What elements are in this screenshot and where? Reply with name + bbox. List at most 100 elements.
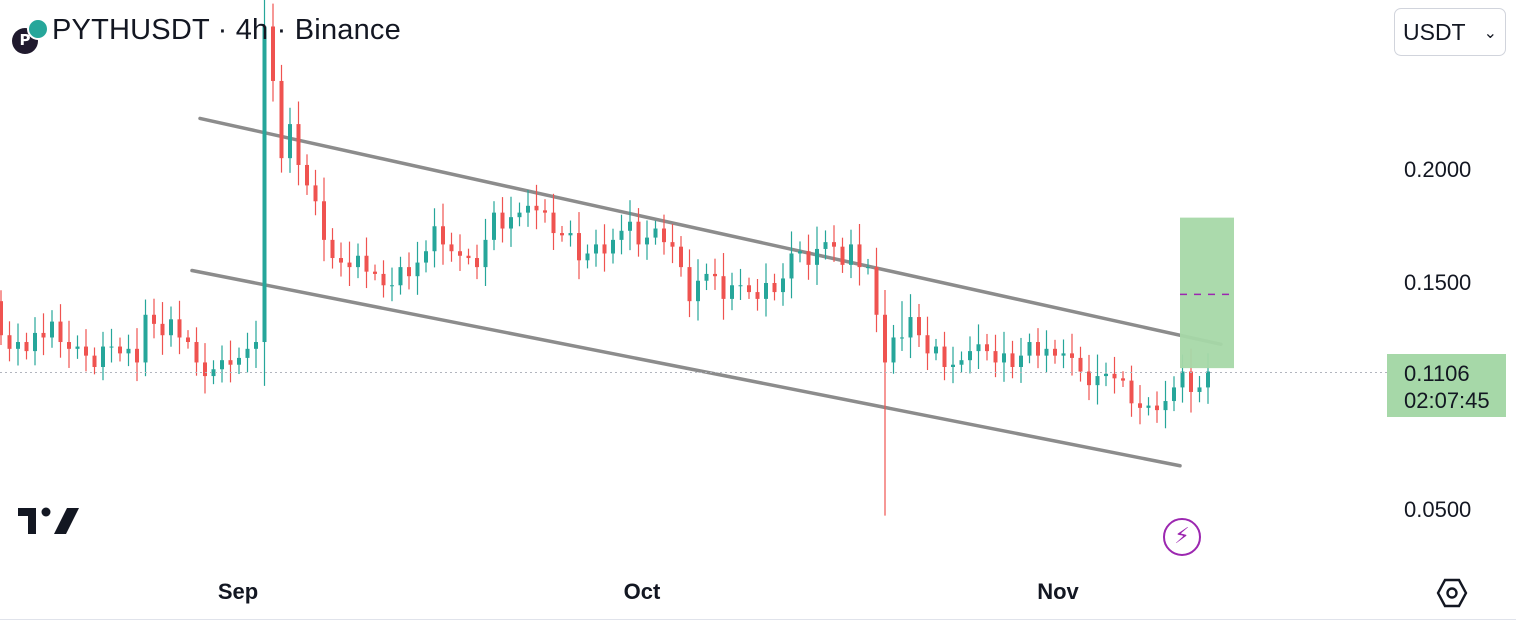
candle-body [186, 337, 190, 343]
candle-body [602, 244, 607, 254]
candle-body [1070, 353, 1074, 358]
candle-body [1044, 348, 1049, 356]
candle-body [900, 337, 904, 339]
candle-body [126, 348, 131, 354]
last-price-label: 0.1106 02:07:45 [1387, 354, 1506, 417]
candle-body [883, 314, 887, 363]
price-axis[interactable]: 0.2000 0.1500 0.0500 [1404, 157, 1471, 522]
candle-body [466, 255, 471, 259]
candle-body [1172, 387, 1176, 402]
candle-body [534, 205, 539, 211]
candle-body [891, 337, 896, 363]
candle-body [738, 285, 743, 287]
candle-body [381, 273, 386, 286]
candle-body [390, 285, 394, 287]
candle-body [1206, 371, 1210, 388]
candle-body [832, 242, 836, 247]
candle-body [1027, 342, 1032, 356]
candle-body [1180, 371, 1185, 388]
candle-body [296, 124, 301, 165]
candle-body [866, 267, 870, 269]
candle-body [160, 323, 165, 336]
channel-upper-line [198, 116, 1223, 347]
candle-body [41, 332, 46, 338]
candle-body [432, 226, 437, 252]
candle-body [92, 355, 97, 367]
settings-gear-icon[interactable] [1436, 577, 1468, 609]
candle-body [840, 246, 845, 265]
currency-select[interactable]: USDT ⌄ [1394, 8, 1506, 56]
candle-body [568, 233, 573, 236]
time-axis[interactable]: Sep Oct Nov [218, 579, 1080, 604]
price-tick: 0.1500 [1404, 270, 1471, 295]
candle-body [237, 357, 241, 365]
candle-body [874, 267, 879, 315]
candle-body [254, 342, 258, 349]
candle-body [84, 346, 88, 356]
candle-body [407, 267, 411, 277]
candle-body [628, 221, 632, 231]
candle-body [951, 364, 955, 367]
candle-body [1002, 353, 1006, 363]
candle-body [1146, 405, 1151, 408]
candle-body [398, 267, 403, 286]
candle-body [1138, 403, 1142, 408]
time-tick: Sep [218, 579, 258, 604]
candle-body [1019, 355, 1023, 367]
candle-body [594, 244, 598, 254]
candle-body [288, 124, 292, 159]
candle-body [645, 237, 649, 245]
candle-body [1087, 371, 1091, 386]
currency-value: USDT [1403, 18, 1466, 45]
candle-body [1104, 373, 1108, 377]
candle-body [1061, 353, 1066, 356]
candle-body [339, 258, 343, 263]
candle-body [543, 210, 547, 213]
candle-body [313, 185, 318, 202]
candle-body [33, 332, 37, 352]
lightning-bolt-icon[interactable]: ⚡ [1163, 518, 1201, 556]
candle-body [347, 262, 352, 268]
candle-body [305, 164, 309, 186]
candle-body [560, 233, 564, 236]
last-price-value: 0.1106 [1404, 361, 1470, 386]
chart-header: P PYTHUSDT · 4h · Binance [12, 14, 401, 54]
candle-body [58, 321, 63, 343]
candle-body [755, 292, 760, 299]
candlestick-series [0, 0, 1210, 516]
candle-body [177, 319, 182, 338]
candle-body [806, 251, 811, 265]
candle-body [696, 280, 700, 302]
candle-body [857, 244, 862, 268]
channel-lines[interactable] [190, 116, 1223, 468]
candle-body [330, 239, 335, 259]
candle-body [441, 226, 445, 245]
channel-lower-line [190, 268, 1182, 468]
candle-body [500, 212, 505, 229]
candle-body [942, 346, 947, 367]
candle-body [279, 80, 284, 159]
candle-body [1121, 378, 1125, 381]
candle-body [1189, 371, 1193, 392]
target-zone[interactable] [1180, 217, 1234, 369]
candle-body [364, 255, 369, 272]
symbol-title[interactable]: PYTHUSDT · 4h · Binance [52, 14, 401, 46]
candle-body [730, 285, 734, 299]
target-box [1180, 217, 1234, 369]
candle-body [1112, 373, 1117, 379]
candle-body [976, 344, 981, 352]
candle-body [169, 319, 173, 336]
candle-body [679, 246, 683, 268]
candle-body [322, 201, 326, 240]
candle-body [1053, 348, 1057, 356]
candle-body [7, 335, 12, 349]
candle-body [109, 346, 114, 348]
candle-body [228, 360, 233, 365]
candle-body [24, 342, 29, 352]
candle-body [16, 342, 20, 349]
candle-body [1155, 405, 1159, 411]
candle-body [245, 348, 250, 358]
tradingview-logo-icon[interactable] [18, 504, 80, 536]
candle-body [934, 346, 938, 354]
